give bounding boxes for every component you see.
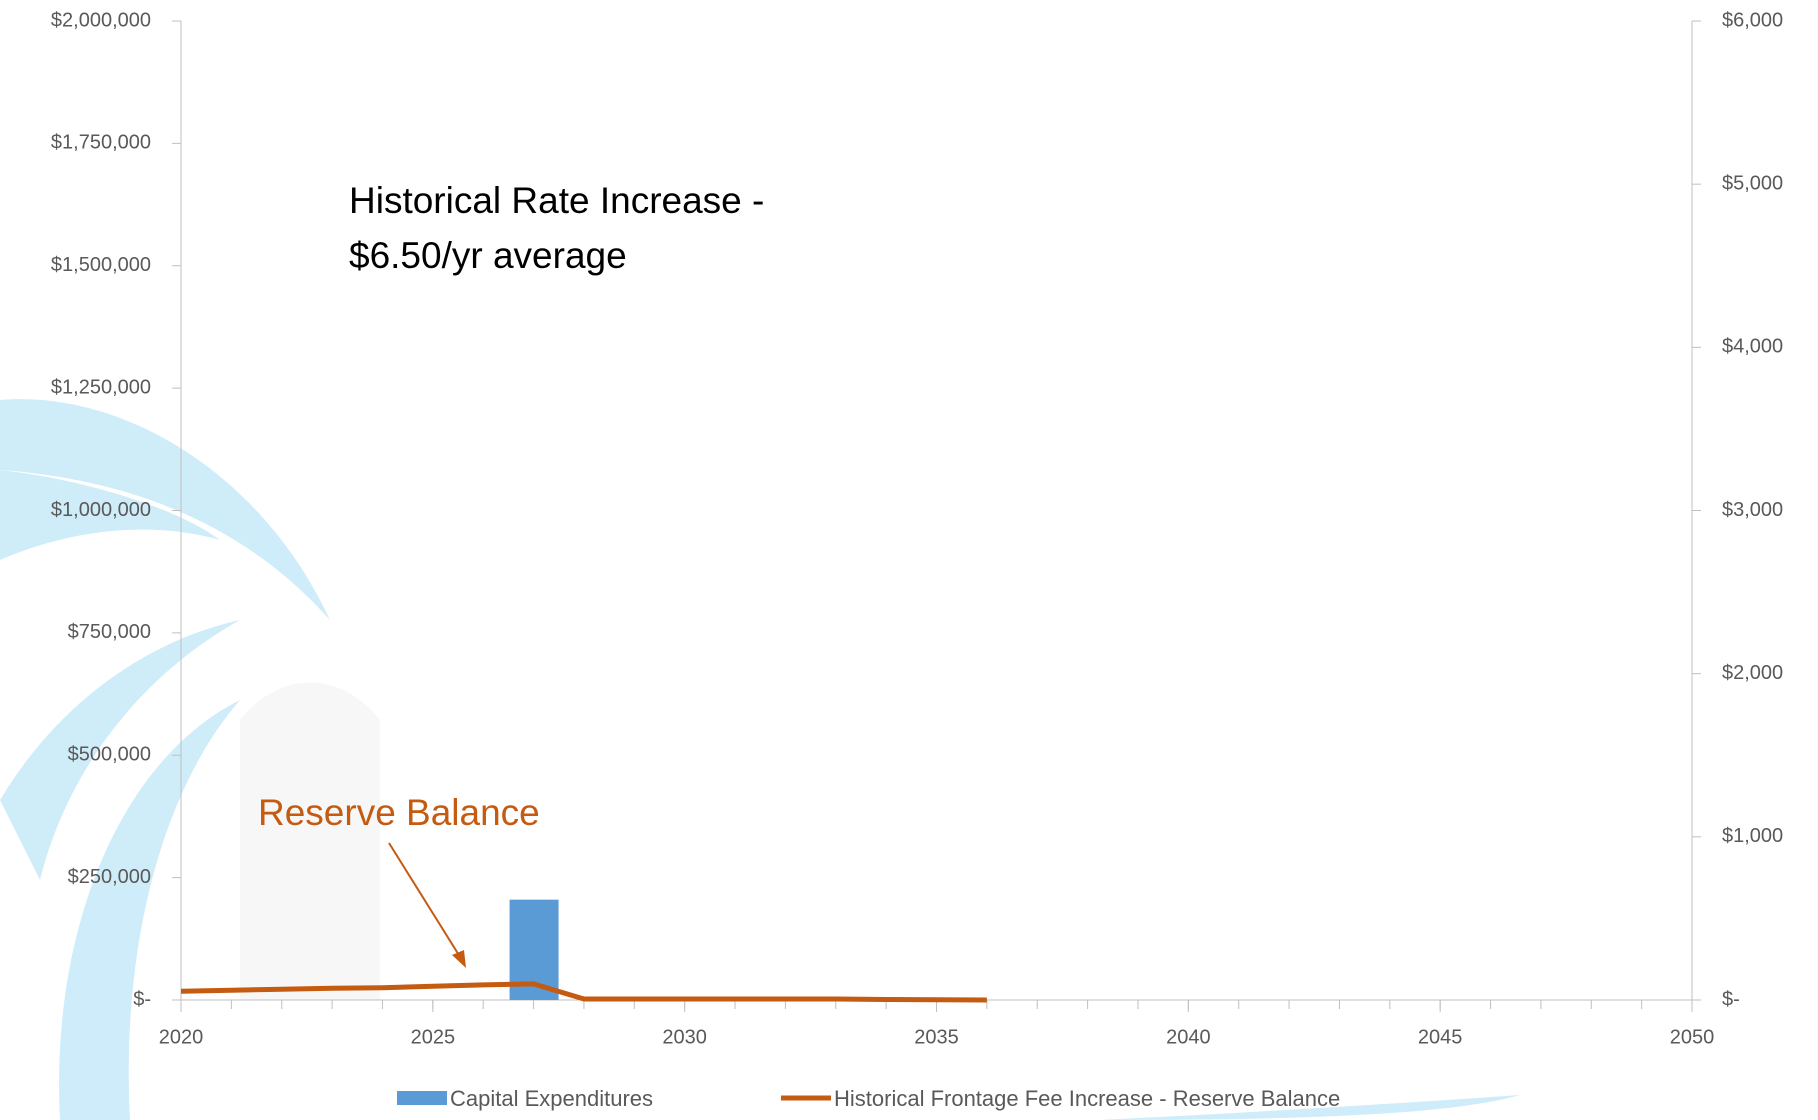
y-tick-label: $1,500,000 xyxy=(51,254,151,276)
y2-tick-label: $5,000 xyxy=(1722,172,1783,194)
y2-tick-label: $2,000 xyxy=(1722,662,1783,684)
legend-label: Capital Expenditures xyxy=(450,1086,653,1111)
y2-tick-label: $6,000 xyxy=(1722,9,1783,31)
x-tick-label: 2020 xyxy=(159,1026,204,1048)
x-tick-label: 2045 xyxy=(1418,1026,1463,1048)
y-tick-label: $250,000 xyxy=(68,866,151,888)
y-tick-label: $500,000 xyxy=(68,744,151,766)
y2-tick-label: $1,000 xyxy=(1722,825,1783,847)
y-tick-label: $2,000,000 xyxy=(51,9,151,31)
x-tick-label: 2040 xyxy=(1166,1026,1211,1048)
y-tick-label: $1,750,000 xyxy=(51,132,151,154)
y-tick-label: $- xyxy=(133,988,151,1010)
background-swoosh xyxy=(0,399,1520,1120)
line xyxy=(180,981,987,1003)
x-tick-label: 2030 xyxy=(662,1026,707,1048)
y-tick-label: $1,250,000 xyxy=(51,376,151,398)
y-tick-label: $750,000 xyxy=(68,621,151,643)
legend-swatch xyxy=(397,1091,447,1105)
y2-tick-label: $3,000 xyxy=(1722,499,1783,521)
legend-label: Historical Frontage Fee Increase - Reser… xyxy=(834,1086,1340,1111)
y2-tick-label: $- xyxy=(1722,988,1740,1010)
annotation: Historical Rate Increase - xyxy=(349,180,764,221)
arrow-head xyxy=(452,950,466,968)
x-tick-label: 2050 xyxy=(1670,1026,1715,1048)
x-tick-label: 2025 xyxy=(411,1026,456,1048)
y-tick-label: $1,000,000 xyxy=(51,499,151,521)
background-shape xyxy=(240,682,380,1000)
annotation-arrow xyxy=(388,842,463,961)
annotation: Reserve Balance xyxy=(258,792,540,833)
y2-tick-label: $4,000 xyxy=(1722,336,1783,358)
annotation: $6.50/yr average xyxy=(349,235,627,276)
x-tick-label: 2035 xyxy=(914,1026,959,1048)
